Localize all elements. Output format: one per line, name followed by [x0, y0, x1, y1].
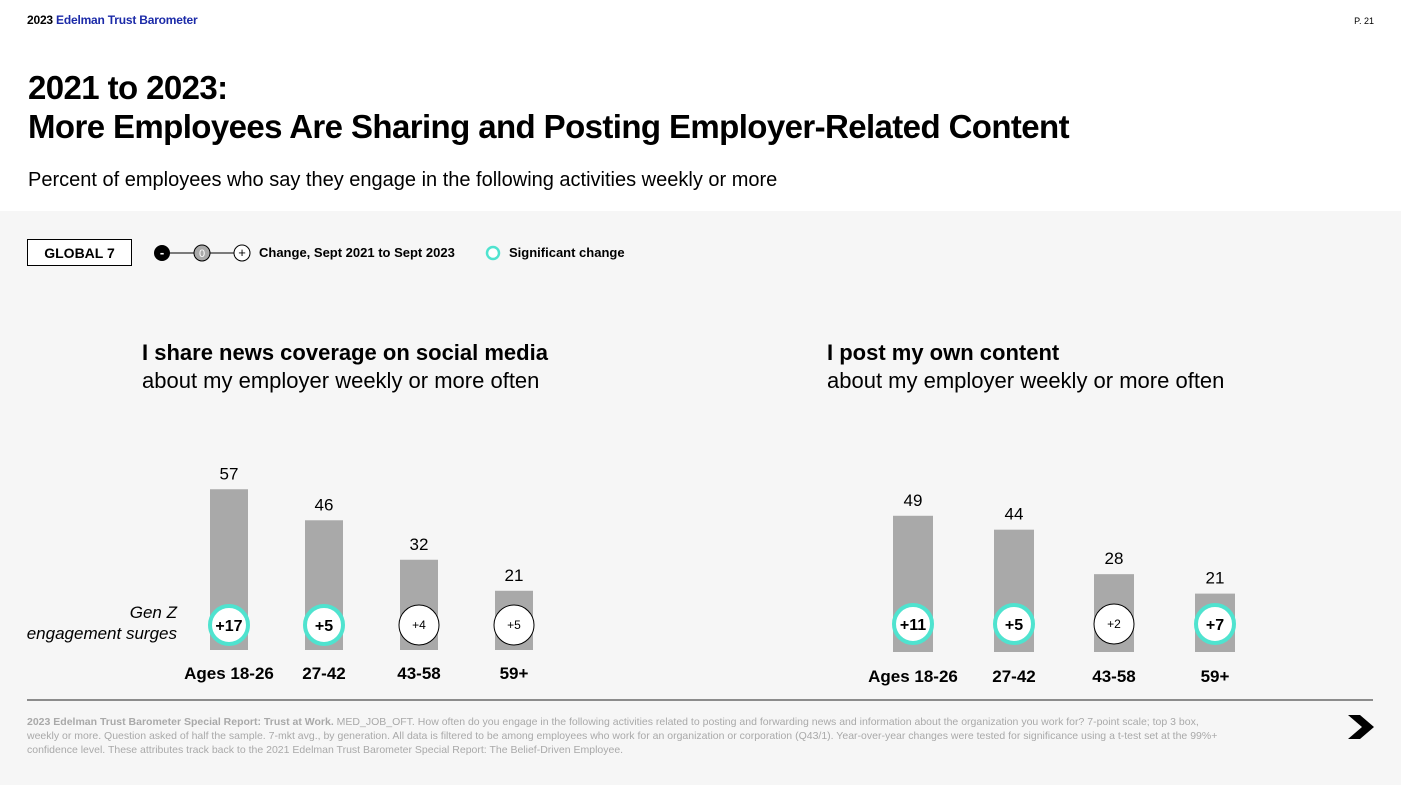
chart-1-value-label: 46	[315, 495, 334, 514]
global-badge: GLOBAL 7	[27, 239, 132, 266]
legend-plus-label: +	[238, 245, 246, 260]
chart-2-title-rest: about my employer weekly or more often	[827, 368, 1225, 393]
brand-name: Edelman Trust Barometer	[56, 13, 198, 27]
chart-1-value-label: 32	[410, 535, 429, 554]
chart-1-title-rest: about my employer weekly or more often	[142, 368, 540, 393]
chart-2-title-bold: I post my own content	[827, 340, 1060, 365]
page-number: P. 21	[1354, 16, 1374, 26]
chart-1-title-bold: I share news coverage on social media	[142, 340, 548, 365]
legend-plus-icon	[233, 244, 251, 262]
chart-1-value-label: 57	[220, 464, 239, 483]
chart-2-category-label: 43-58	[1092, 667, 1135, 686]
legend-zero-icon	[193, 244, 211, 262]
chart-2-change-label: +7	[1206, 617, 1224, 634]
change-legend-label: Change, Sept 2021 to Sept 2023	[259, 245, 455, 260]
chart-1-change-label: +17	[215, 618, 242, 635]
chart-1-change-icon	[493, 604, 535, 646]
chart-2-change-label: +11	[900, 617, 926, 634]
chart-2-category-label: 59+	[1201, 667, 1230, 686]
gen-z-note-line2: engagement surges	[26, 624, 177, 643]
chart-2-change-label: +5	[1005, 617, 1023, 634]
legend-minus-icon	[154, 245, 170, 261]
brand-year: 2023	[27, 13, 53, 27]
page-subtitle: Percent of employees who say they engage…	[28, 169, 778, 191]
chart-1-category-label: 59+	[500, 664, 529, 683]
significant-legend-label: Significant change	[509, 245, 625, 260]
page-title: 2021 to 2023: More Employees Are Sharing…	[28, 68, 1070, 146]
brand-logo: 2023 Edelman Trust Barometer	[27, 13, 198, 27]
next-arrow-icon[interactable]	[1346, 713, 1376, 741]
chart-1-change-label: +5	[507, 618, 521, 632]
gen-z-note: Gen Z engagement surges	[10, 602, 177, 644]
chart-1-change-icon	[398, 604, 440, 646]
legend-minus-label: -	[160, 245, 164, 260]
chart-1-significant-change-icon	[208, 604, 250, 646]
chart-2-value-label: 44	[1005, 505, 1024, 524]
page-title-line1: 2021 to 2023:	[28, 69, 228, 106]
significant-change-icon	[485, 245, 501, 261]
change-scale-legend: - 0 +	[154, 244, 251, 262]
chart-2-value-label: 49	[904, 491, 923, 510]
page-title-line2: More Employees Are Sharing and Posting E…	[28, 108, 1070, 145]
chart-2-change-icon	[1093, 603, 1135, 645]
footer-divider	[27, 699, 1373, 701]
chart-2-category-label: Ages 18-26	[868, 667, 958, 686]
chart-2-significant-change-icon	[1194, 603, 1236, 645]
footnote-source: 2023 Edelman Trust Barometer Special Rep…	[27, 716, 334, 728]
chart-2-significant-change-icon	[993, 603, 1035, 645]
chart-2-title: I post my own content about my employer …	[827, 339, 1224, 395]
chart-1-significant-change-icon	[303, 604, 345, 646]
chart-2-change-label: +2	[1107, 617, 1121, 631]
chart-1-change-label: +5	[315, 618, 333, 635]
footnote: 2023 Edelman Trust Barometer Special Rep…	[27, 715, 1227, 757]
chart-2-value-label: 21	[1206, 569, 1225, 588]
chart-1-category-label: 27-42	[302, 664, 345, 683]
chart-1-category-label: Ages 18-26	[184, 664, 274, 683]
gen-z-note-line1: Gen Z	[129, 603, 177, 622]
legend-zero-label: 0	[199, 248, 205, 260]
chart-1-title: I share news coverage on social media ab…	[142, 339, 548, 395]
chart-1-value-label: 21	[505, 566, 524, 585]
footnote-text: MED_JOB_OFT. How often do you engage in …	[27, 716, 1218, 756]
chart-2-significant-change-icon	[892, 603, 934, 645]
chart-2-category-label: 27-42	[992, 667, 1035, 686]
chart-1-category-label: 43-58	[397, 664, 440, 683]
chart-1-change-label: +4	[412, 618, 426, 632]
chart-2-value-label: 28	[1105, 549, 1124, 568]
